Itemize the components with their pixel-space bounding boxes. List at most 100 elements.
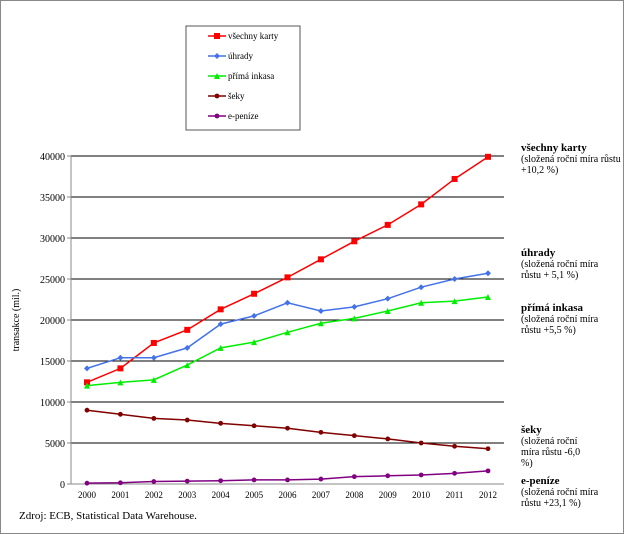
x-tick-label: 2009 xyxy=(379,490,398,500)
data-point xyxy=(285,477,290,483)
data-point xyxy=(150,339,157,346)
x-tick-label: 2002 xyxy=(145,490,163,500)
data-point xyxy=(251,290,258,297)
data-point xyxy=(318,429,324,435)
y-tick-label: 20000 xyxy=(40,316,65,327)
x-tick-label: 2004 xyxy=(212,490,231,500)
data-point xyxy=(217,306,224,313)
x-tick-label: 2006 xyxy=(279,490,298,500)
data-point xyxy=(84,365,90,372)
data-point xyxy=(451,175,458,182)
series-line xyxy=(86,296,489,387)
data-point xyxy=(184,362,191,369)
data-point xyxy=(117,354,124,361)
data-point xyxy=(385,473,391,479)
series-line xyxy=(86,156,489,384)
data-point xyxy=(118,411,123,417)
data-point xyxy=(451,298,458,305)
data-point xyxy=(452,443,457,449)
data-point xyxy=(351,433,357,439)
series-line xyxy=(86,272,489,370)
y-tick-label: 5000 xyxy=(45,439,65,450)
legend-label: šeky xyxy=(228,91,245,101)
data-point xyxy=(217,321,224,328)
data-point xyxy=(118,480,123,486)
data-point xyxy=(451,276,458,282)
annotation-seky: šeky (složená roční míra růstu -6,0 %) xyxy=(521,424,581,470)
annotation-vsechny-karty: všechny karty (složená roční míra růstu +… xyxy=(521,142,621,177)
data-point xyxy=(418,284,425,291)
data-point xyxy=(151,479,157,484)
data-point xyxy=(384,221,391,228)
data-point xyxy=(214,113,220,119)
x-tick-label: 2008 xyxy=(345,490,364,500)
annotation-e-penize: e-peníze (složená roční míra růstu +23,1 … xyxy=(521,475,599,510)
y-tick-label: 0 xyxy=(60,480,65,491)
data-point xyxy=(151,416,157,421)
data-point xyxy=(485,153,491,160)
x-tick-label: 2003 xyxy=(178,490,197,500)
data-point xyxy=(317,256,324,263)
data-point xyxy=(385,436,391,442)
data-point xyxy=(318,476,324,482)
data-point xyxy=(184,326,191,333)
data-point xyxy=(251,477,257,483)
x-tick-label: 2007 xyxy=(312,490,331,500)
data-point xyxy=(217,344,224,351)
data-point xyxy=(351,474,357,480)
data-point xyxy=(418,299,425,306)
data-point xyxy=(214,73,220,79)
data-point xyxy=(284,274,291,281)
data-point xyxy=(485,446,491,452)
x-tick-label: 2010 xyxy=(412,490,431,500)
data-point xyxy=(214,33,220,39)
data-point xyxy=(84,382,90,389)
data-point xyxy=(84,480,90,486)
legend-label: e-peníze xyxy=(228,111,258,121)
data-point xyxy=(184,478,190,484)
data-point xyxy=(317,307,324,314)
y-tick-label: 35000 xyxy=(40,193,65,204)
data-point xyxy=(218,478,224,484)
data-point xyxy=(485,294,491,301)
annotation-uhrady: úhrady (složená roční míra růstu + 5,1 %) xyxy=(521,247,599,282)
data-point xyxy=(150,376,157,383)
x-tick-label: 2000 xyxy=(78,490,97,500)
x-tick-label: 2011 xyxy=(446,490,464,500)
data-point xyxy=(284,299,291,306)
data-point xyxy=(84,379,90,386)
y-tick-label: 25000 xyxy=(40,275,65,286)
data-point xyxy=(452,470,457,476)
data-point xyxy=(150,354,157,361)
annotation-prima-inkasa: přímá inkasa (složená roční míra růstu +5… xyxy=(521,302,599,337)
data-point xyxy=(418,201,425,208)
data-point xyxy=(251,423,257,429)
data-point xyxy=(384,307,391,314)
legend-label: všechny karty xyxy=(228,31,279,41)
data-point xyxy=(251,312,258,319)
data-point xyxy=(214,53,220,59)
legend-label: úhrady xyxy=(228,51,253,61)
y-tick-label: 30000 xyxy=(40,234,65,245)
y-axis-label: transakce (mil.) xyxy=(11,289,22,352)
data-point xyxy=(485,270,491,277)
data-point xyxy=(384,295,391,302)
x-tick-label: 2012 xyxy=(479,490,497,500)
x-tick-label: 2001 xyxy=(111,490,129,500)
data-point xyxy=(214,93,220,99)
data-point xyxy=(418,440,424,446)
data-point xyxy=(84,407,90,413)
data-point xyxy=(285,425,290,431)
data-point xyxy=(218,420,224,426)
data-point xyxy=(117,365,124,372)
data-point xyxy=(485,468,491,474)
source-note: Zdroj: ECB, Statistical Data Warehouse. xyxy=(19,510,197,522)
data-point xyxy=(184,417,190,423)
y-tick-label: 40000 xyxy=(40,152,65,163)
data-point xyxy=(317,320,324,327)
data-point xyxy=(418,472,424,478)
data-point xyxy=(251,339,258,346)
data-point xyxy=(351,303,358,310)
